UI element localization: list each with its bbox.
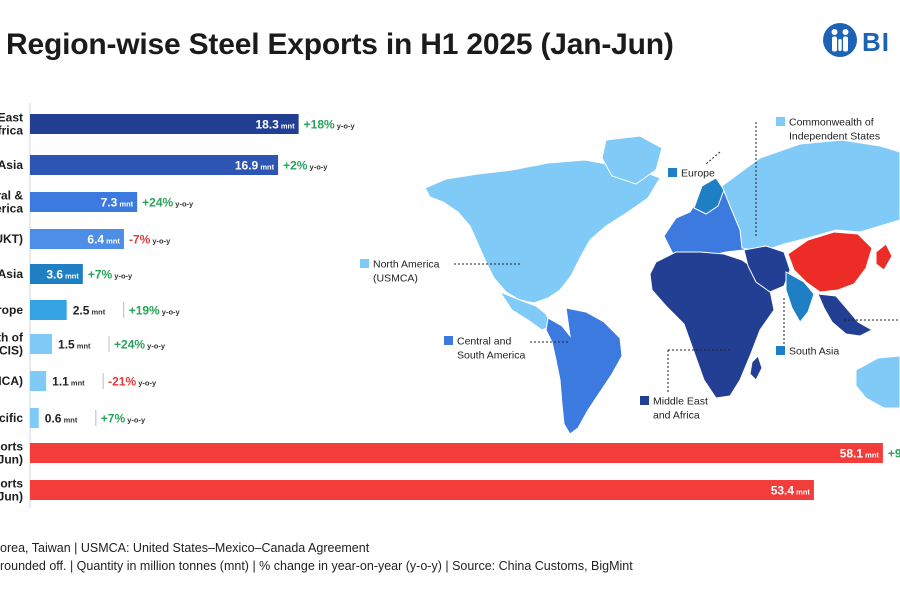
bar	[30, 114, 299, 134]
map-australia	[855, 355, 900, 409]
category-label: Jun)	[0, 490, 23, 504]
legend-label: Middle East	[653, 396, 708, 408]
legend-swatch	[360, 259, 369, 268]
bar	[30, 229, 124, 249]
category-label: ral &	[0, 189, 23, 203]
change-label: +24% y-o-y	[114, 338, 166, 352]
bar	[30, 371, 47, 391]
change-label: +7% y-o-y	[101, 412, 146, 426]
category-label: East	[0, 111, 23, 125]
legend-label: (USMCA)	[373, 273, 418, 285]
legend-label: and Africa	[653, 410, 700, 422]
change-label: -21% y-o-y	[108, 375, 157, 389]
category-label: cific	[0, 411, 23, 425]
change-label: +2% y-o-y	[283, 159, 328, 173]
map-japan-korea	[875, 243, 893, 271]
change-label: +19% y-o-y	[129, 304, 181, 318]
category-label: oorts	[0, 477, 23, 491]
map-china	[787, 231, 873, 293]
change-label: -7% y-o-y	[129, 233, 171, 247]
value-label: 58.1 mnt	[840, 447, 880, 461]
value-label: 18.3 mnt	[255, 118, 295, 132]
map-madagascar	[749, 355, 763, 381]
legend-swatch	[776, 346, 785, 355]
change-label: +7% y-o-y	[88, 268, 133, 282]
map-north-america	[424, 159, 661, 304]
change-label: +24% y-o-y	[142, 196, 194, 210]
chart-title: Region-wise Steel Exports in H1 2025 (Ja…	[6, 28, 674, 61]
category-label: MCA)	[0, 374, 23, 388]
category-label: UKT)	[0, 232, 23, 246]
map-greenland	[601, 135, 663, 185]
map-cis	[721, 139, 900, 253]
value-label: 16.9 mnt	[235, 159, 275, 173]
category-label: rope	[0, 303, 23, 317]
bar	[30, 334, 53, 354]
map-south-asia	[785, 271, 815, 323]
legend-swatch	[444, 336, 453, 345]
bar	[30, 192, 138, 212]
value-label: 0.6 mnt	[45, 412, 78, 426]
bar	[30, 300, 67, 320]
category-label: frica	[0, 124, 23, 138]
map-south-america	[545, 307, 623, 435]
category-label: erica	[0, 202, 23, 216]
value-label: 1.5 mnt	[58, 338, 91, 352]
world-map	[424, 122, 900, 435]
legend-label: South Asia	[789, 346, 839, 358]
people-icon	[823, 23, 857, 57]
value-label: 53.4 mnt	[771, 484, 811, 498]
legend-label: Central and	[457, 336, 511, 348]
value-label: 2.5 mnt	[73, 304, 106, 318]
value-label: 3.6 mnt	[46, 268, 79, 282]
legend-label: South America	[457, 350, 525, 362]
legend-label: North America	[373, 259, 440, 271]
value-label: 1.1 mnt	[52, 375, 85, 389]
bar	[30, 264, 83, 284]
footnote-source: rounded off. | Quantity in million tonne…	[0, 559, 633, 573]
change-label: +18% y-o-y	[304, 118, 356, 132]
legend-swatch	[668, 168, 677, 177]
footnote-abbreviations: orea, Taiwan | USMCA: United States–Mexi…	[0, 541, 370, 555]
category-label: Asia	[0, 267, 23, 281]
bar	[30, 480, 814, 500]
value-label: 7.3 mnt	[101, 196, 134, 210]
map-southeast-asia	[817, 293, 874, 337]
legend-label: Independent States	[789, 131, 880, 143]
legend-label: Commonwealth of	[789, 117, 874, 129]
legend-swatch	[640, 396, 649, 405]
category-label: th of	[0, 331, 24, 345]
value-label: 6.4 mnt	[87, 233, 120, 247]
category-label: oorts	[0, 440, 23, 454]
category-label: Asia	[0, 158, 23, 172]
logo-text: BI	[862, 27, 890, 57]
category-label: CIS)	[0, 344, 23, 358]
legend-label: Europe	[681, 168, 715, 180]
bar	[30, 408, 39, 428]
map-middle-east	[743, 245, 791, 293]
category-label: Jun)	[0, 453, 23, 467]
bar	[30, 443, 883, 463]
change-label: +9	[888, 447, 900, 461]
bar	[30, 155, 279, 175]
bigmint-logo: BI	[822, 22, 900, 62]
map-africa	[649, 251, 775, 399]
legend-swatch	[776, 117, 785, 126]
map-legend: Commonwealth of Independent States Europe N…	[360, 117, 880, 422]
